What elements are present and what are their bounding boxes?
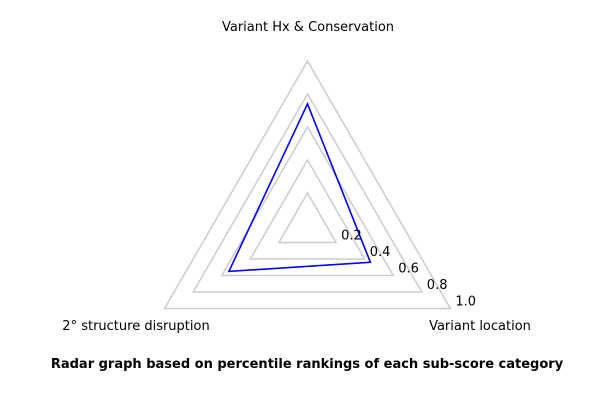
tick-label-1: 0.2	[341, 229, 362, 244]
grid-ring-2	[249, 158, 366, 260]
tick-label-5: 1.0	[455, 295, 476, 310]
radar-series-layer	[227, 101, 372, 273]
chart-caption: Radar graph based on percentile rankings…	[50, 357, 564, 372]
grid-ring-1	[277, 191, 338, 244]
grid-ring-3	[220, 125, 395, 277]
series-polygon-1	[227, 101, 372, 273]
tick-label-3: 0.6	[398, 262, 419, 277]
tick-label-4: 0.8	[427, 278, 448, 293]
radar-grid	[163, 59, 452, 310]
grid-ring-4	[191, 92, 424, 293]
axis-label-bottom-left: 2° structure disruption	[62, 319, 209, 334]
radial-tick-labels: 0.2 0.4 0.6 0.8 1.0	[341, 229, 476, 310]
axis-label-bottom-right: Variant location	[429, 319, 531, 334]
grid-ring-5	[163, 59, 452, 310]
axis-labels: Variant Hx & Conservation Variant locati…	[62, 20, 531, 334]
tick-label-2: 0.4	[370, 245, 391, 260]
axis-label-top: Variant Hx & Conservation	[222, 20, 394, 35]
